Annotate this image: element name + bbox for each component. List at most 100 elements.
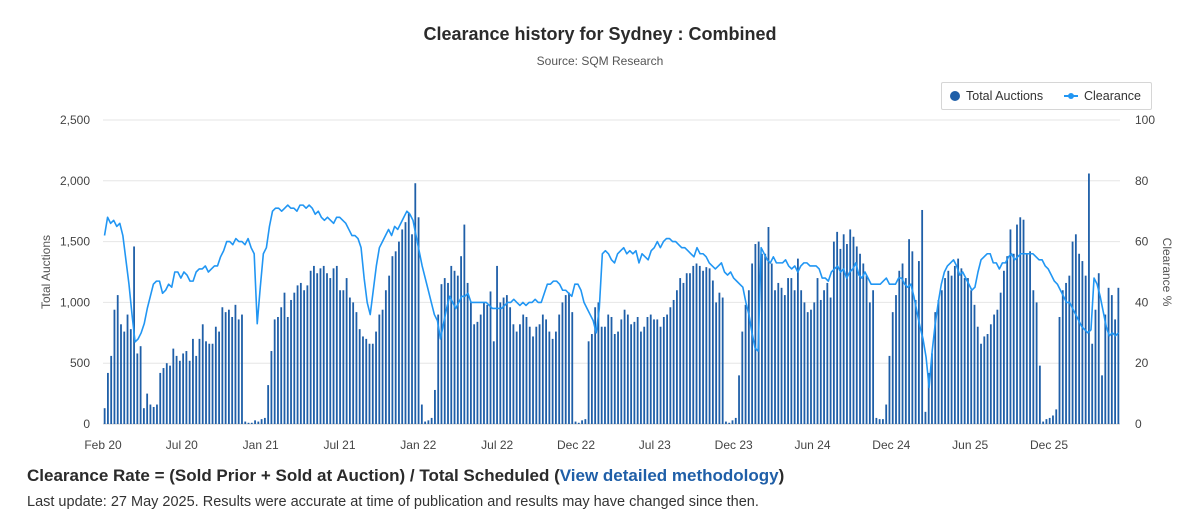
bar-total-auctions <box>1006 256 1009 424</box>
bar-total-auctions <box>558 314 561 424</box>
y-left-tick-label: 2,000 <box>60 174 90 188</box>
bar-total-auctions <box>152 406 155 424</box>
bar-total-auctions <box>800 290 803 424</box>
bar-total-auctions <box>895 295 897 424</box>
bar-total-auctions <box>1035 302 1038 424</box>
bar-total-auctions <box>139 346 142 424</box>
bar-total-auctions <box>862 263 865 424</box>
bar-total-auctions <box>1110 295 1113 424</box>
formula-text: Clearance Rate = (Sold Prior + Sold at A… <box>27 466 560 485</box>
bar-total-auctions <box>113 309 116 424</box>
bar-total-auctions <box>761 253 763 424</box>
bar-total-auctions <box>1003 270 1005 424</box>
bar-total-auctions <box>888 355 891 424</box>
bar-total-auctions <box>345 278 348 424</box>
bar-total-auctions <box>535 326 538 424</box>
x-tick-label: Dec 23 <box>715 438 753 452</box>
bar-total-auctions <box>999 292 1002 424</box>
bar-total-auctions <box>434 389 436 424</box>
bar-total-auctions <box>254 420 256 424</box>
bar-total-auctions <box>865 275 868 424</box>
bar-total-auctions <box>718 292 721 424</box>
bar-total-auctions <box>172 348 175 424</box>
bar-total-auctions <box>110 355 113 424</box>
y-right-tick-label: 60 <box>1135 235 1149 249</box>
bar-total-auctions <box>783 295 786 424</box>
bar-total-auctions <box>904 278 907 424</box>
bar-total-auctions <box>646 316 649 424</box>
bar-total-auctions <box>564 295 567 424</box>
bar-total-auctions <box>241 314 243 424</box>
bar-total-auctions <box>630 324 633 424</box>
clearance-formula: Clearance Rate = (Sold Prior + Sold at A… <box>27 466 784 486</box>
bar-total-auctions <box>120 324 122 424</box>
bar-total-auctions <box>774 290 776 424</box>
bar-total-auctions <box>917 261 920 424</box>
bar-total-auctions <box>1045 419 1048 424</box>
bar-total-auctions <box>411 234 413 424</box>
chart-legend: Total Auctions Clearance <box>941 82 1152 110</box>
bar-total-auctions <box>492 341 495 424</box>
legend-item-clearance[interactable]: Clearance <box>1064 89 1141 103</box>
bar-total-auctions <box>859 253 861 424</box>
bar-total-auctions <box>394 251 397 424</box>
bar-total-auctions <box>512 324 515 424</box>
bar-total-auctions <box>313 265 315 424</box>
bar-total-auctions <box>263 417 266 424</box>
y-left-tick-label: 2,500 <box>60 113 90 127</box>
bar-total-auctions <box>610 316 613 424</box>
bar-total-auctions <box>1084 275 1087 424</box>
bar-total-auctions <box>561 302 564 424</box>
bar-total-auctions <box>175 355 178 424</box>
bar-total-auctions <box>767 227 770 424</box>
bar-total-auctions <box>129 329 132 424</box>
bar-total-auctions <box>1078 253 1081 424</box>
legend-item-total-auctions[interactable]: Total Auctions <box>950 89 1043 103</box>
bar-total-auctions <box>692 265 695 424</box>
bar-total-auctions <box>986 334 989 424</box>
bar-total-auctions <box>901 263 904 424</box>
bar-total-auctions <box>947 270 950 424</box>
bar-total-auctions <box>489 291 492 424</box>
bar-total-auctions <box>368 343 371 424</box>
bar-total-auctions <box>267 385 270 424</box>
bar-total-auctions <box>662 316 665 424</box>
bar-total-auctions <box>237 319 240 424</box>
y-left-tick-label: 0 <box>83 417 90 431</box>
bar-total-auctions <box>960 268 963 424</box>
bar-total-auctions <box>1052 415 1054 424</box>
bar-total-auctions <box>192 338 194 424</box>
bar-total-auctions <box>620 319 623 424</box>
bar-total-auctions <box>983 336 986 424</box>
y-left-tick-label: 1,500 <box>60 235 90 249</box>
bar-total-auctions <box>790 278 793 424</box>
bar-total-auctions <box>532 336 534 424</box>
bar-total-auctions <box>829 297 832 424</box>
bar-total-auctions <box>725 421 727 424</box>
bar-total-auctions <box>568 292 570 424</box>
bar-total-auctions <box>731 420 734 424</box>
bar-total-auctions <box>1061 290 1064 424</box>
bar-total-auctions <box>273 319 276 424</box>
bar-total-auctions <box>1055 409 1058 424</box>
bar-total-auctions <box>846 244 848 424</box>
methodology-link[interactable]: View detailed methodology <box>559 466 779 485</box>
bar-total-auctions <box>1016 224 1018 424</box>
y-right-tick-label: 80 <box>1135 174 1149 188</box>
bar-total-auctions <box>424 421 427 424</box>
bar-total-auctions <box>953 265 956 424</box>
bar-total-auctions <box>384 290 387 424</box>
bar-total-auctions <box>107 372 109 424</box>
bar-total-auctions <box>787 278 789 424</box>
bar-total-auctions <box>898 270 901 424</box>
bar-total-auctions <box>456 275 459 424</box>
bar-total-auctions <box>715 302 718 424</box>
bar-total-auctions <box>1088 173 1090 424</box>
bar-total-auctions <box>1029 251 1031 424</box>
bar-total-auctions <box>993 314 995 424</box>
bar-total-auctions <box>751 263 754 424</box>
bar-total-auctions <box>322 265 325 424</box>
bar-total-auctions <box>443 278 446 424</box>
bar-total-auctions <box>283 292 286 424</box>
bar-total-auctions <box>813 302 816 424</box>
